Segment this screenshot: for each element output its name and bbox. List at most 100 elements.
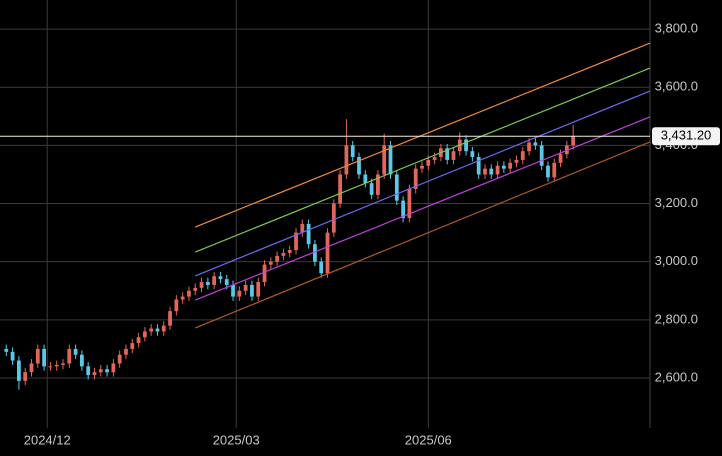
y-tick-label: 3,200.0 [655,195,698,210]
candle-body [344,145,349,175]
candle-body [73,348,78,355]
candle-body [180,296,185,300]
candle-body [231,284,235,297]
candle-body [79,354,84,367]
candle-body [558,154,563,163]
candle-body [205,282,210,285]
candle-body [451,151,456,160]
candle-body [105,369,109,373]
candle-body [376,174,380,195]
candle-body [287,250,292,253]
candle-body [149,328,154,332]
candle-body [218,276,223,280]
candle-body [501,165,506,169]
candle-body [275,255,280,262]
candle-body [281,252,286,256]
channel-line [195,42,651,228]
candle-body [4,348,9,352]
candle-body [268,261,273,265]
x-tick-label: 2025/06 [405,432,452,447]
candle-body [86,366,91,376]
candle-body [306,223,311,245]
candle-body [111,363,116,373]
candle-body [155,328,160,332]
channel-line [195,90,651,277]
candle-body [35,348,40,364]
candle-body [224,279,229,285]
candle-body [432,157,437,160]
candle-body [520,151,525,160]
candle-body [325,232,330,274]
candle-body [489,168,494,175]
candle-body [464,139,468,152]
candle-body [262,264,267,283]
y-tick-label: 3,000.0 [655,253,698,268]
candle-body [313,244,317,262]
candle-body [187,290,191,297]
candle-body [300,223,305,233]
candle-body [401,200,405,219]
candle-body [527,142,531,152]
candle-body [48,366,53,368]
candle-body [388,145,393,175]
x-tick-label: 2025/03 [213,432,260,447]
candle-body [319,261,324,274]
candle-body [130,343,135,349]
candle-body [212,276,217,285]
candle-body [168,311,172,326]
last-price-label: 3,431.20 [661,128,712,143]
candle-body [199,282,204,288]
candle-body [136,337,141,344]
channel-line [195,141,651,329]
x-tick-label: 2024/12 [24,432,71,447]
candle-body [124,348,128,355]
candle-body [357,157,361,175]
candle-body [117,354,122,364]
candle-body [369,183,374,195]
last-price-box [652,127,720,146]
candle-body [237,290,242,297]
candle-body [243,284,248,291]
candle-body [552,162,557,178]
candle-body [54,364,59,367]
candle-body [470,151,475,158]
candle-body [174,299,179,312]
candle-body [10,351,15,361]
candle-body [495,165,500,175]
candle-body [426,159,431,166]
candle-body [483,168,487,175]
candle-body [250,284,254,297]
candle-body [161,325,166,332]
candle-body [508,162,513,169]
y-tick-label: 2,800.0 [655,311,698,326]
candle-body [546,165,550,178]
candle-body [294,232,298,251]
candle-body [363,174,368,184]
candle-body [67,348,72,364]
y-tick-label: 3,600.0 [655,79,698,94]
candle-body [533,142,538,146]
candle-body [256,282,261,297]
candle-body [420,165,424,169]
candle-body [382,145,387,175]
candle-body [142,331,147,338]
candle-body [394,174,399,201]
channel-line [195,67,651,253]
candle-body [571,136,576,146]
y-tick-label: 3,800.0 [655,21,698,36]
candle-body [29,363,34,373]
y-tick-label: 2,600.0 [655,369,698,384]
candle-body [23,372,28,381]
candle-body [331,203,336,233]
candle-body [514,159,519,163]
candle-body [61,363,65,365]
candle-body [350,145,355,158]
candle-body [17,360,21,381]
candle-body [98,369,103,373]
channel-line [195,116,651,301]
candle-body [413,168,418,189]
candle-body [193,287,198,291]
candle-body [407,188,412,219]
